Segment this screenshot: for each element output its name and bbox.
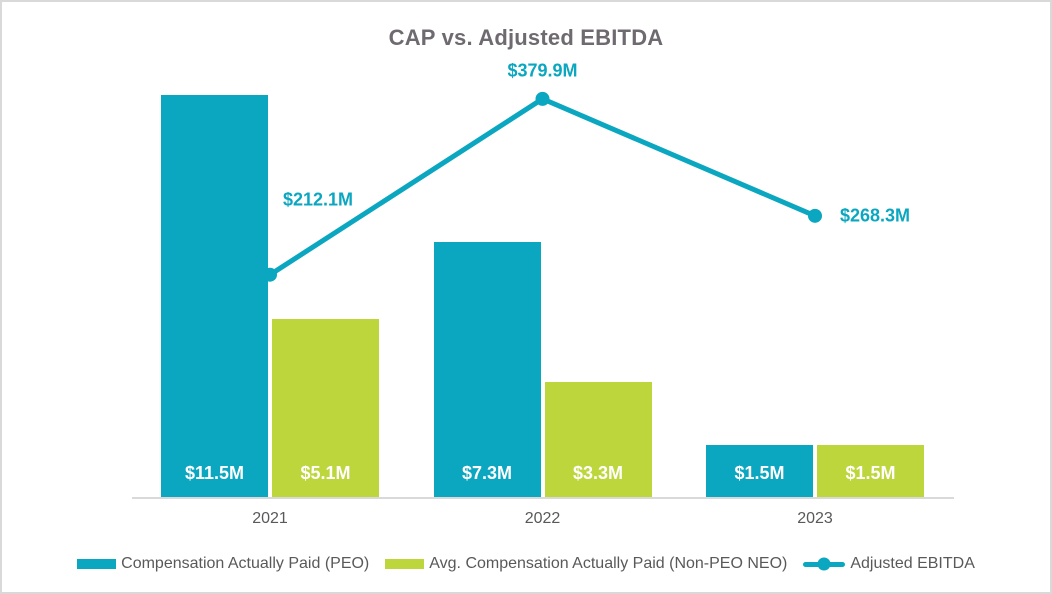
bar-value-label: $11.5M bbox=[184, 462, 245, 483]
bar-cap-peo-2022: $7.3M bbox=[433, 241, 541, 497]
chart-title: CAP vs. Adjusted EBITDA bbox=[388, 25, 664, 50]
legend-swatch-green-bar bbox=[385, 559, 425, 569]
legend: Compensation Actually Paid (PEO) Avg. Co… bbox=[2, 555, 1050, 573]
line-value-label-2021: $212.1M bbox=[282, 189, 354, 210]
bar-value-label: $1.5M bbox=[734, 462, 785, 483]
x-axis-label-2021: 2021 bbox=[252, 510, 288, 527]
line-marker-2022 bbox=[535, 91, 550, 106]
legend-label-avg-cap-non-peo-neo: Avg. Compensation Actually Paid (Non-PEO… bbox=[429, 555, 788, 572]
bar-cap-peo-2023: $1.5M bbox=[706, 444, 813, 497]
bar-avg-cap-non-peo-neo-2022: $3.3M bbox=[544, 381, 652, 497]
bar-avg-cap-non-peo-neo-2021: $5.1M bbox=[272, 318, 379, 497]
bar-value-label: $5.1M bbox=[300, 462, 351, 483]
x-axis-line bbox=[132, 497, 954, 499]
legend-line-marker-icon bbox=[803, 557, 846, 571]
bar-value-label: $7.3M bbox=[461, 462, 513, 483]
line-value-label-2023: $268.3M bbox=[839, 205, 911, 226]
x-axis-label-2022: 2022 bbox=[524, 510, 561, 527]
legend-swatch-teal-bar bbox=[77, 559, 117, 569]
bar-value-label: $1.5M bbox=[845, 462, 896, 483]
line-path-adjusted-ebitda bbox=[267, 96, 818, 278]
line-marker-2023 bbox=[808, 208, 822, 223]
bar-avg-cap-non-peo-neo-2023: $1.5M bbox=[817, 444, 924, 497]
legend-label-cap-peo: Compensation Actually Paid (PEO) bbox=[121, 555, 370, 572]
legend-dot-icon bbox=[817, 557, 831, 571]
legend-label-adjusted-ebitda: Adjusted EBITDA bbox=[850, 555, 975, 572]
legend-item-avg-cap-non-peo-neo: Avg. Compensation Actually Paid (Non-PEO… bbox=[385, 555, 787, 573]
x-axis-label-2023: 2023 bbox=[797, 510, 833, 527]
legend-item-adjusted-ebitda: Adjusted EBITDA bbox=[803, 555, 975, 573]
legend-item-cap-peo: Compensation Actually Paid (PEO) bbox=[77, 555, 369, 573]
line-value-label-2022: $379.9M bbox=[507, 60, 578, 81]
bar-value-label: $3.3M bbox=[572, 462, 624, 483]
bar-cap-peo-2021: $11.5M bbox=[161, 94, 268, 497]
